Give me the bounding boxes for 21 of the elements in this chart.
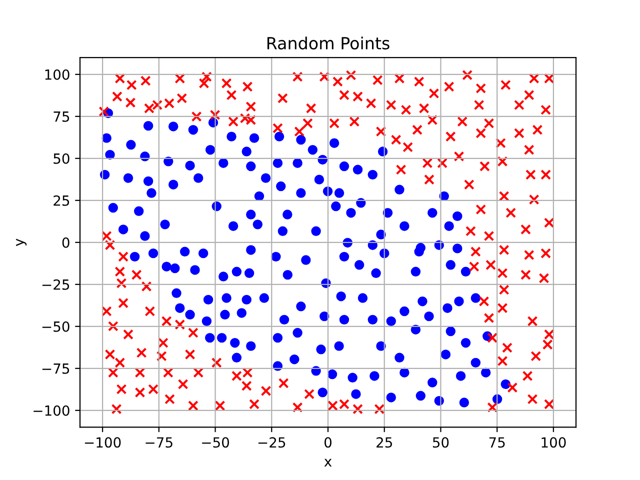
x-tick-label: −50 [202,437,230,448]
x-tick-label: 25 [376,437,392,448]
y-tick-label: 25 [54,195,70,206]
y-tick-label: 50 [54,153,70,164]
y-tick-label: −75 [42,364,70,374]
chart-title: Random Points [267,36,390,50]
y-axis-title: y [16,238,27,246]
y-tick-label: 0 [62,237,70,248]
x-tick-label: 50 [432,437,449,448]
y-tick-label: 75 [54,112,70,122]
y-tick-label: −100 [34,405,70,416]
x-tick-label: −75 [146,437,172,448]
x-axis-title: x [324,458,332,466]
y-tick-label: −50 [42,321,70,332]
y-tick-label: 100 [45,69,70,80]
y-tick-label: −25 [42,279,70,290]
x-tick-label: 100 [542,437,566,448]
x-tick-label: −25 [258,437,286,448]
x-tick-label: −100 [84,437,121,448]
x-tick-label: 75 [489,437,505,448]
x-tick-label: 0 [324,437,332,448]
